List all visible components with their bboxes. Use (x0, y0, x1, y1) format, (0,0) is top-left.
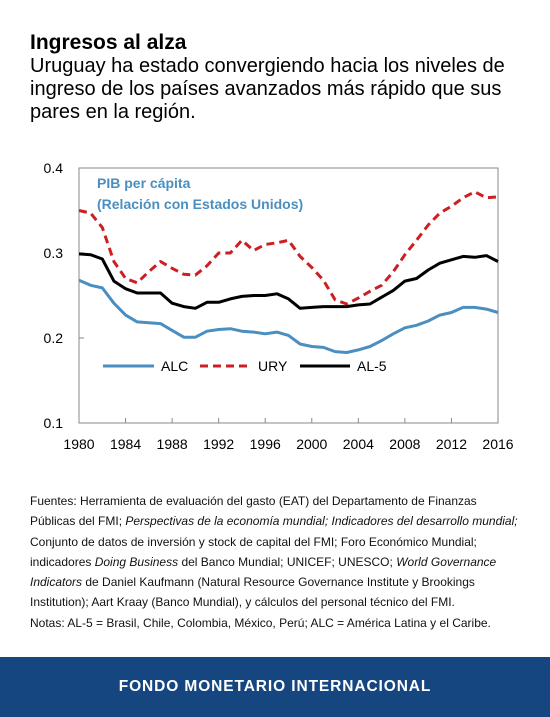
x-tick-label: 1984 (110, 436, 141, 452)
line-chart: 0.1 0.2 0.3 0.4 1980 1984 1988 1992 1996 2000 2004… (44, 160, 514, 452)
page-subtitle: Uruguay ha estado convergiendo hacia los… (30, 55, 505, 123)
x-tick-label: 2008 (389, 436, 420, 452)
footer-label: FONDO MONETARIO INTERNACIONAL (118, 678, 432, 695)
x-tick-label: 1980 (63, 436, 94, 452)
series-line-alc (78, 278, 499, 354)
sources-notes: Fuentes: Herramienta de evaluación del g… (30, 491, 522, 633)
chart-ticks: 0.1 0.2 0.3 0.4 1980 1984 1988 1992 1996 2000 2004… (44, 160, 514, 452)
y-tick-label: 0.2 (44, 330, 64, 346)
x-tick-label: 2000 (296, 436, 327, 452)
sources-text: Fuentes: Herramienta de evaluación del g… (30, 491, 522, 613)
x-tick-label: 1996 (250, 436, 281, 452)
sources-part-italic: World Governance Indicators (30, 554, 497, 590)
x-tick-label: 2016 (482, 436, 513, 452)
chart-axes (78, 167, 499, 424)
legend-label-ury: URY (258, 358, 288, 374)
sources-part: de Daniel Kaufmann (Natural Resource Gov… (30, 575, 475, 610)
x-tick-label: 1988 (157, 436, 188, 452)
sources-part: Fuentes: Herramienta de evaluación del g… (30, 494, 477, 529)
x-tick-label: 2004 (343, 436, 374, 452)
sources-part: Conjunto de datos de inversión y stock d… (30, 534, 477, 569)
sources-part: del Banco Mundial; UNICEF; UNESCO; (178, 554, 397, 569)
page-title: Ingresos al alza (30, 31, 187, 54)
series-line-ury (78, 190, 499, 306)
sources-part-italic: Perspectivas de la economía mundial; Ind… (125, 514, 518, 529)
chart-annotation-line-2: (Relación con Estados Unidos) (97, 196, 303, 212)
chart-annotation-line-1: PIB per cápita (97, 175, 191, 191)
y-tick-label: 0.3 (44, 245, 64, 261)
x-tick-label: 1992 (203, 436, 234, 452)
chart-series (78, 190, 499, 354)
x-tick-label: 2012 (436, 436, 467, 452)
series-line-al5 (78, 252, 499, 310)
y-tick-label: 0.4 (44, 160, 64, 176)
plot-frame (78, 167, 499, 424)
legend-label-al5: AL-5 (357, 358, 387, 374)
notes-text: Notas: AL-5 = Brasil, Chile, Colombia, M… (30, 615, 491, 630)
sources-part-italic: Doing Business (94, 554, 179, 569)
legend-label-alc: ALC (161, 358, 188, 374)
y-tick-label: 0.1 (44, 415, 64, 431)
footer-banner: FONDO MONETARIO INTERNACIONAL (0, 657, 550, 717)
chart-legend: ALC URY AL-5 (103, 358, 387, 374)
